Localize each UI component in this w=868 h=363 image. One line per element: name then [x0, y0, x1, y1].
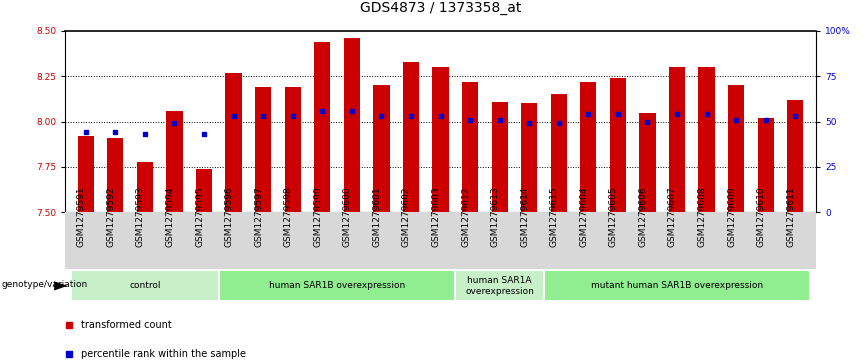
Text: GSM1279599: GSM1279599 — [313, 187, 322, 247]
Text: GSM1279612: GSM1279612 — [461, 187, 470, 247]
Bar — [544, 270, 810, 301]
Text: transformed count: transformed count — [81, 320, 172, 330]
Text: GSM1279600: GSM1279600 — [343, 187, 352, 247]
Text: GSM1279591: GSM1279591 — [76, 187, 86, 247]
Bar — [640, 113, 655, 212]
Text: GDS4873 / 1373358_at: GDS4873 / 1373358_at — [360, 0, 521, 15]
Bar — [699, 67, 714, 212]
Bar — [609, 78, 626, 212]
Text: GSM1279606: GSM1279606 — [639, 187, 648, 247]
Bar — [71, 270, 219, 301]
Text: human SAR1B overexpression: human SAR1B overexpression — [269, 281, 405, 290]
Text: GSM1279613: GSM1279613 — [490, 187, 500, 247]
Bar — [314, 42, 331, 212]
Bar — [669, 67, 685, 212]
Bar — [456, 270, 544, 301]
Text: GSM1279611: GSM1279611 — [786, 187, 795, 247]
Text: GSM1279598: GSM1279598 — [284, 187, 293, 247]
Text: GSM1279604: GSM1279604 — [579, 187, 589, 247]
Bar — [787, 100, 804, 212]
Text: GSM1279594: GSM1279594 — [166, 187, 174, 247]
Polygon shape — [54, 281, 68, 290]
Bar — [462, 82, 478, 212]
Text: GSM1279601: GSM1279601 — [372, 187, 381, 247]
Bar — [432, 67, 449, 212]
Bar — [137, 162, 153, 212]
Bar — [373, 85, 390, 212]
Bar — [728, 85, 744, 212]
Bar — [580, 82, 596, 212]
Text: GSM1279615: GSM1279615 — [549, 187, 559, 247]
Bar — [550, 94, 567, 212]
Text: GSM1279609: GSM1279609 — [727, 187, 736, 247]
Text: GSM1279597: GSM1279597 — [254, 187, 263, 247]
Bar — [403, 62, 419, 212]
Bar — [226, 73, 241, 212]
Bar — [167, 111, 182, 212]
Text: human SAR1A
overexpression: human SAR1A overexpression — [465, 276, 534, 295]
Text: GSM1279610: GSM1279610 — [757, 187, 766, 247]
Text: GSM1279592: GSM1279592 — [107, 187, 115, 247]
Bar — [255, 87, 272, 212]
Bar — [196, 169, 212, 212]
Text: percentile rank within the sample: percentile rank within the sample — [81, 349, 246, 359]
Bar — [521, 103, 537, 212]
Bar — [108, 138, 123, 212]
Bar — [219, 270, 456, 301]
Text: GSM1279607: GSM1279607 — [668, 187, 677, 247]
Text: GSM1279614: GSM1279614 — [520, 187, 529, 247]
Text: GSM1279608: GSM1279608 — [698, 187, 707, 247]
Text: GSM1279593: GSM1279593 — [136, 187, 145, 247]
Bar — [758, 118, 773, 212]
Text: mutant human SAR1B overexpression: mutant human SAR1B overexpression — [591, 281, 763, 290]
Bar — [491, 102, 508, 212]
Bar — [285, 87, 301, 212]
Text: GSM1279603: GSM1279603 — [431, 187, 440, 247]
Bar — [344, 38, 360, 212]
Text: GSM1279596: GSM1279596 — [225, 187, 233, 247]
Text: GSM1279602: GSM1279602 — [402, 187, 411, 247]
Bar — [77, 136, 94, 212]
Text: genotype/variation: genotype/variation — [2, 280, 88, 289]
Text: GSM1279605: GSM1279605 — [608, 187, 618, 247]
Text: GSM1279595: GSM1279595 — [195, 187, 204, 247]
Text: control: control — [129, 281, 161, 290]
